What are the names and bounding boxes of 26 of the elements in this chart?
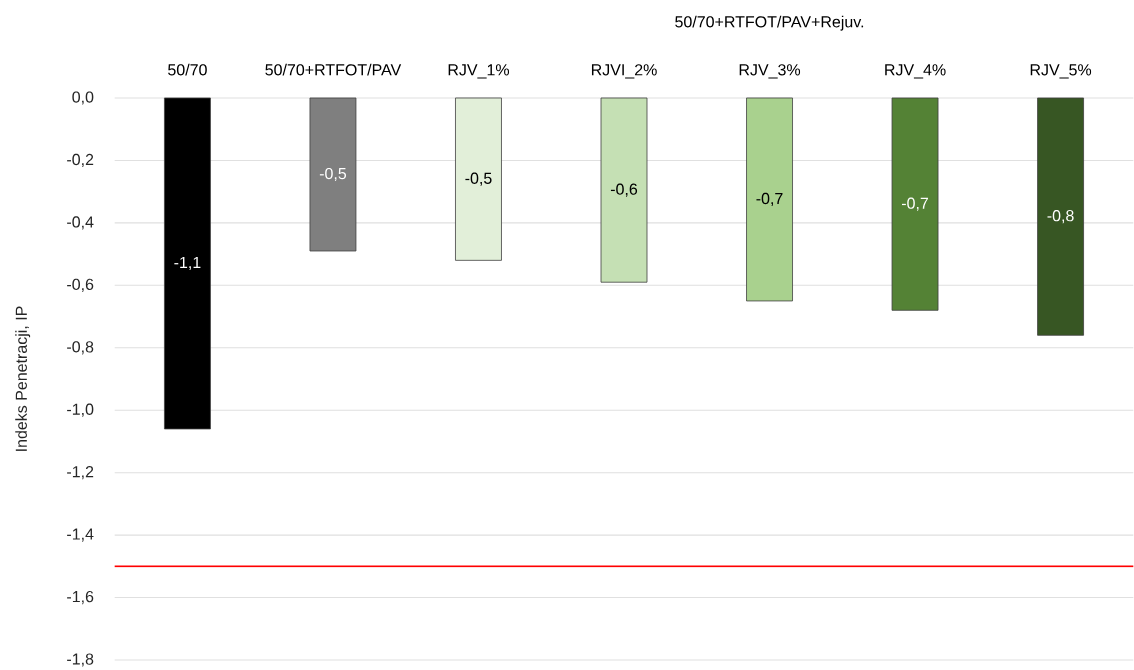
- x-tick-label: RJV_1%: [448, 64, 510, 79]
- y-tick-label: -0,6: [67, 278, 94, 292]
- y-tick-label: -0,2: [67, 153, 94, 168]
- y-tick-label: -1,4: [67, 528, 94, 542]
- y-tick-label: -1,8: [67, 653, 94, 667]
- y-axis-title: Indeks Penetracji, IP: [15, 306, 31, 451]
- data-label: -0,6: [610, 183, 638, 197]
- y-tick-label: -0,8: [67, 341, 94, 355]
- data-label: -0,5: [319, 167, 347, 182]
- data-label: -0,8: [1047, 210, 1074, 224]
- y-tick-label: -1,6: [67, 590, 94, 605]
- x-tick-label: RJV_3%: [739, 64, 801, 79]
- data-label: -1,1: [174, 256, 201, 270]
- x-tick-label: 50/70+RTFOT/PAV: [265, 63, 402, 76]
- text: 50/70+RTFOT/PAV+Rejuv.: [675, 15, 864, 31]
- x-tick-label: RJV_5%: [1030, 64, 1092, 79]
- data-label: -0,5: [465, 172, 492, 186]
- x-tick-label: 50/70: [168, 63, 207, 76]
- x-tick-label: RJVI_2%: [591, 64, 657, 79]
- y-tick-label: 0,0: [72, 91, 94, 105]
- data-label: -0,7: [901, 197, 929, 211]
- y-tick-label: -1,0: [67, 403, 94, 417]
- x-tick-label: RJV_4%: [885, 64, 946, 79]
- y-tick-label: -0,4: [67, 216, 94, 230]
- data-label: -0,7: [756, 192, 783, 207]
- y-tick-label: -1,2: [67, 466, 94, 480]
